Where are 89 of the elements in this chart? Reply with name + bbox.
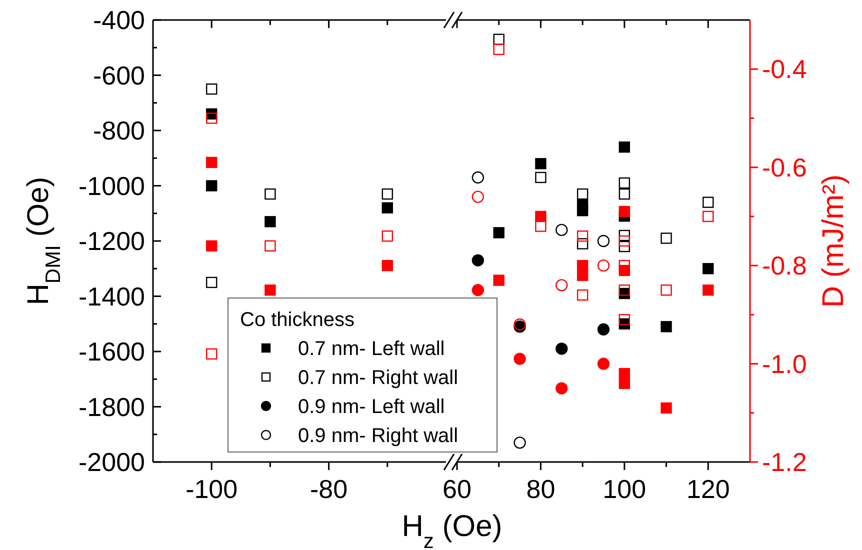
legend-label: 0.9 nm- Left wall — [298, 396, 445, 418]
point — [556, 382, 568, 394]
point — [514, 352, 526, 365]
point — [576, 188, 588, 200]
x-tick-label: 120 — [686, 474, 730, 504]
point — [472, 284, 484, 296]
x-tick-label: 80 — [526, 474, 556, 504]
x-tick-label: 100 — [602, 474, 646, 504]
point — [660, 321, 672, 332]
point — [493, 34, 504, 45]
point — [618, 177, 630, 189]
point — [206, 240, 218, 252]
x-tick-label: -80 — [310, 474, 348, 504]
point — [514, 436, 526, 449]
y-tick-label: -1400 — [78, 281, 145, 312]
x-tick-label: 60 — [442, 474, 472, 504]
y-tick-label: -1200 — [78, 226, 145, 256]
point — [264, 240, 276, 252]
point — [206, 348, 218, 360]
point — [382, 188, 393, 200]
point — [618, 240, 630, 252]
point — [535, 172, 546, 184]
point — [472, 190, 484, 203]
point — [576, 270, 588, 281]
point — [264, 284, 276, 296]
point — [556, 224, 568, 236]
y2-tick-label: -1.2 — [762, 447, 807, 477]
x-tick-label: -100 — [186, 474, 238, 504]
point — [597, 234, 610, 248]
point — [493, 274, 504, 286]
point — [382, 260, 393, 272]
y-tick-label: -400 — [92, 5, 145, 35]
point — [702, 210, 714, 222]
point — [556, 342, 568, 355]
legend-label: 0.7 nm- Right wall — [298, 367, 458, 389]
point — [493, 227, 504, 238]
legend-title: Co thickness — [240, 309, 354, 331]
y2-tick-label: -0.8 — [762, 250, 807, 281]
point — [597, 259, 610, 272]
y2-axis-title: D (mJ/m²) — [817, 174, 850, 308]
point — [618, 378, 630, 390]
y-tick-label: -1600 — [78, 336, 145, 366]
point — [206, 83, 218, 95]
legend-label: 0.7 nm- Left wall — [298, 338, 445, 360]
point — [556, 279, 568, 292]
point — [618, 141, 630, 153]
point — [618, 230, 630, 242]
point — [618, 314, 630, 326]
point — [493, 44, 504, 56]
point — [597, 323, 610, 336]
y-tick-label: -600 — [92, 60, 145, 90]
y-tick-label: -2000 — [78, 447, 145, 477]
point — [264, 188, 276, 200]
point — [660, 402, 672, 414]
point — [514, 318, 526, 331]
point — [576, 230, 588, 242]
y2-tick-label: -0.6 — [762, 152, 807, 182]
point — [618, 206, 630, 218]
point — [618, 235, 630, 247]
point — [472, 254, 484, 266]
point — [576, 289, 588, 301]
point — [535, 220, 546, 232]
point — [206, 180, 218, 192]
point — [702, 263, 714, 274]
point — [660, 232, 672, 244]
point — [264, 216, 276, 228]
point — [206, 156, 218, 168]
point — [382, 202, 393, 214]
y-tick-label: -1800 — [78, 392, 145, 422]
point — [576, 238, 588, 250]
point — [702, 196, 714, 208]
y2-tick-label: -0.4 — [762, 54, 807, 84]
point — [206, 112, 218, 124]
point — [702, 284, 714, 296]
legend-label: 0.9 nm- Right wall — [298, 425, 458, 447]
point — [206, 276, 218, 288]
point — [618, 188, 630, 200]
y2-tick-label: -1.0 — [762, 348, 807, 379]
y-tick-label: -800 — [92, 116, 145, 146]
x-axis-title: H$_{z}$ (Oe) — [402, 510, 502, 550]
point — [382, 230, 393, 242]
point — [618, 284, 630, 296]
point — [576, 205, 588, 216]
point — [597, 358, 610, 370]
point — [472, 171, 484, 184]
point — [535, 158, 546, 170]
y-tick-label: -1000 — [78, 170, 145, 201]
point — [618, 260, 630, 272]
point — [660, 284, 672, 296]
